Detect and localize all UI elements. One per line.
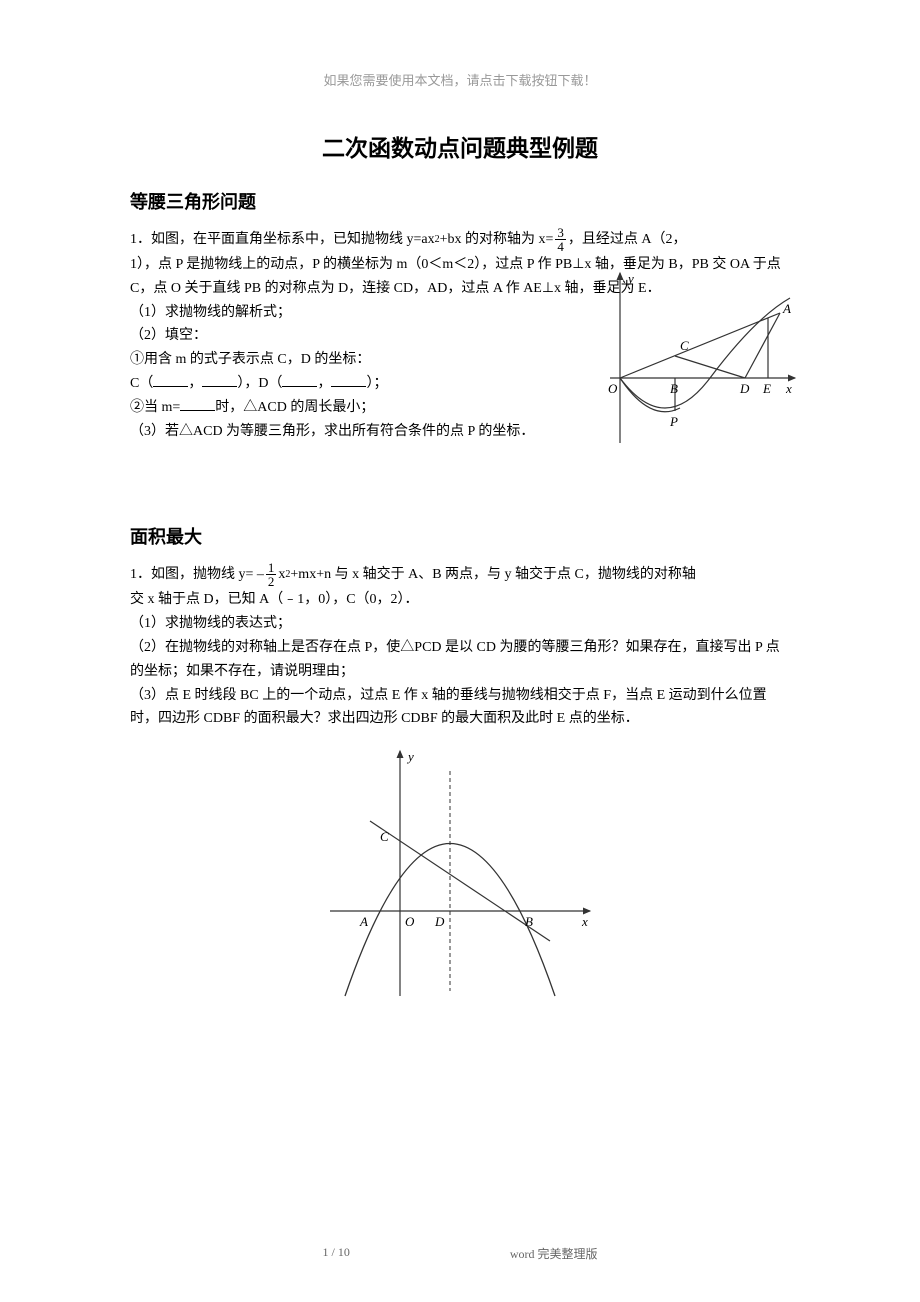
section-isosceles: 等腰三角形问题 1．如图，在平面直角坐标系中，已知抛物线 y=ax2+bx 的对… — [130, 188, 790, 443]
p1-q1: （1）求抛物线的解析式； — [130, 301, 590, 325]
label-D: D — [739, 381, 750, 396]
q2b-mid: ， — [188, 376, 202, 391]
p1-q2: （2）填空： — [130, 324, 590, 348]
p1-q3: （3）若△ACD 为等腰三角形，求出所有符合条件的点 P 的坐标． — [130, 420, 590, 444]
q2b-mid2: ），D（ — [237, 376, 282, 391]
label2-A: A — [359, 914, 368, 929]
frac2-num: 1 — [266, 561, 277, 575]
footer-right: word 完美整理版 — [510, 1245, 598, 1262]
p2-line2: 交 x 轴于点 D，已知 A（﹣1，0），C（0，2）． — [130, 588, 790, 612]
label-E: E — [762, 381, 771, 396]
label-C: C — [680, 338, 689, 353]
q2b-mid3: ， — [317, 376, 331, 391]
q2c-pre: ②当 m= — [130, 400, 180, 415]
problem1-figure: y x O B C D E A P — [590, 268, 800, 448]
label2-D: D — [434, 914, 445, 929]
section1-title: 等腰三角形问题 — [130, 188, 790, 214]
label2-x: x — [581, 914, 588, 929]
label2-O: O — [405, 914, 415, 929]
label-B: B — [670, 381, 678, 396]
label-y: y — [626, 271, 634, 286]
problem2-text: 1．如图，抛物线 y= – 1 2 x2 +mx+n 与 x 轴交于 A、B 两点… — [130, 561, 790, 731]
label-P: P — [669, 414, 678, 429]
q2c-end: 时，△ACD 的周长最小； — [215, 400, 374, 415]
p1-q2b: C（ ， ），D（ ， ）； — [130, 372, 590, 396]
label-A: A — [782, 301, 791, 316]
p1-line1-b: +bx 的对称轴为 x= — [440, 228, 554, 252]
label2-C: C — [380, 829, 389, 844]
q2b-pre: C（ — [130, 376, 153, 391]
fraction-1-2: 1 2 — [266, 561, 277, 588]
p2-line1-a: 1．如图，抛物线 y= – — [130, 563, 264, 587]
p2-q3: （3）点 E 时线段 BC 上的一个动点，过点 E 作 x 轴的垂线与抛物线相交… — [130, 684, 790, 732]
header-note: 如果您需要使用本文档，请点击下载按钮下载！ — [130, 70, 790, 89]
p2-q2: （2）在抛物线的对称轴上是否存在点 P，使△PCD 是以 CD 为腰的等腰三角形… — [130, 636, 790, 684]
blank-c-y — [202, 373, 237, 387]
footer: 1 / 10 word 完美整理版 — [0, 1245, 920, 1262]
blank-d-y — [331, 373, 366, 387]
problem2-figure: y x O A B C D — [320, 741, 600, 1001]
section2-title: 面积最大 — [130, 523, 790, 549]
label2-y: y — [406, 749, 414, 764]
frac-den: 4 — [555, 240, 566, 253]
p1-q2c: ②当 m= 时，△ACD 的周长最小； — [130, 396, 590, 420]
page-number: 1 / 10 — [322, 1245, 349, 1262]
main-title: 二次函数动点问题典型例题 — [130, 129, 790, 163]
fraction-3-4: 3 4 — [555, 226, 566, 253]
p1-line1-a: 1．如图，在平面直角坐标系中，已知抛物线 y=ax — [130, 228, 435, 252]
blank-c-x — [153, 373, 188, 387]
section-max-area: 面积最大 1．如图，抛物线 y= – 1 2 x2+mx+n 与 x 轴交于 A… — [130, 523, 790, 1001]
label2-B: B — [525, 914, 533, 929]
p1-q2a: ①用含 m 的式子表示点 C，D 的坐标： — [130, 348, 590, 372]
blank-m — [180, 397, 215, 411]
frac2-den: 2 — [266, 575, 277, 588]
p2-line1-c: +mx+n 与 x 轴交于 A、B 两点，与 y 轴交于点 C，抛物线的对称轴 — [290, 563, 695, 587]
q2b-end: ）； — [366, 376, 387, 391]
frac-num: 3 — [555, 226, 566, 240]
p2-line1-b: x — [278, 563, 285, 587]
p1-line1-c: ，且经过点 A（2， — [568, 228, 687, 252]
p2-q1: （1）求抛物线的表达式； — [130, 612, 790, 636]
label-x: x — [785, 381, 792, 396]
blank-d-x — [282, 373, 317, 387]
label-O: O — [608, 381, 618, 396]
